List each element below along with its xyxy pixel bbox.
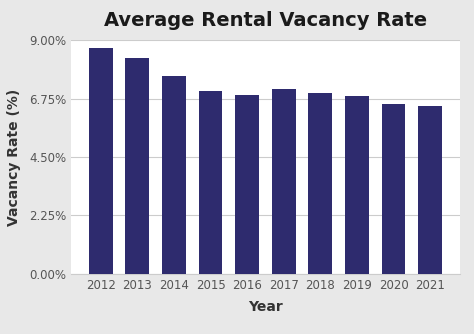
Bar (235, 95, 259, 274)
Bar (419, 106, 442, 274)
Bar (345, 96, 369, 274)
Bar (382, 104, 405, 274)
Y-axis label: Vacancy Rate (%): Vacancy Rate (%) (7, 89, 21, 225)
Bar (89, 48, 112, 274)
Bar (162, 76, 186, 274)
Bar (272, 90, 296, 274)
Bar (126, 58, 149, 274)
Bar (309, 93, 332, 274)
Bar (199, 91, 222, 274)
X-axis label: Year: Year (248, 300, 283, 314)
Title: Average Rental Vacancy Rate: Average Rental Vacancy Rate (104, 11, 427, 30)
